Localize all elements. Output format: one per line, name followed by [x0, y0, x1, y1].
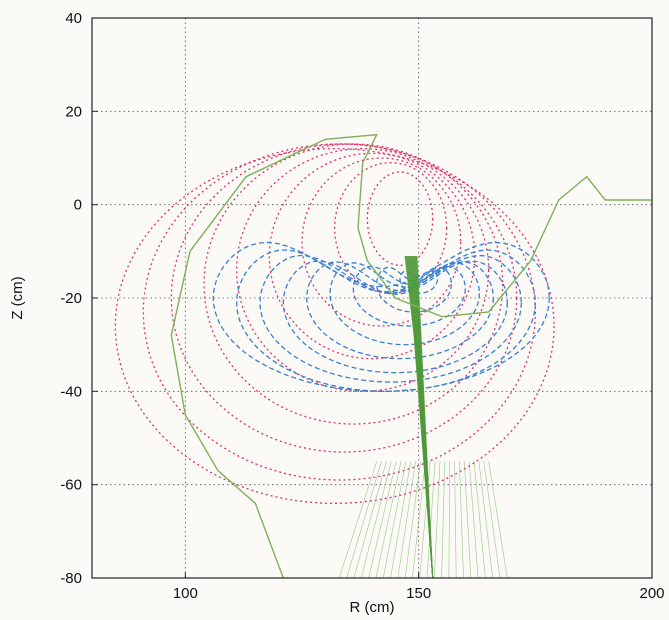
beam-ray — [412, 461, 426, 578]
y-tick-label: -40 — [60, 383, 82, 400]
beam-ray — [478, 461, 493, 578]
beam-ray — [353, 461, 387, 578]
y-tick-label: -20 — [60, 290, 82, 307]
beam-ray — [434, 461, 441, 578]
beam-ray — [448, 461, 451, 578]
kidney-contour — [376, 266, 452, 313]
flux-surface — [334, 162, 448, 294]
y-tick-label: 40 — [65, 10, 82, 27]
x-tick-labels: 100 150 200 — [173, 585, 665, 602]
kidney-contour — [212, 241, 550, 392]
beam-ray — [454, 461, 457, 578]
beam-ray — [441, 461, 446, 578]
beam-rays — [339, 255, 508, 578]
kidney-contours — [212, 241, 550, 392]
beam-ray — [468, 461, 479, 578]
beam-ray — [416, 255, 434, 578]
beam-ray — [339, 461, 377, 578]
y-tick-label: -80 — [60, 570, 82, 587]
beam-ray — [459, 461, 464, 578]
flux-surface — [236, 148, 490, 392]
beam-ray — [375, 461, 402, 578]
y-tick-label: -60 — [60, 477, 82, 494]
plot-frame — [91, 17, 653, 579]
wall-outline-line — [170, 133, 652, 578]
flux-surface — [366, 171, 434, 266]
x-tick-label: 100 — [173, 585, 198, 602]
plot-area — [114, 133, 652, 578]
kidney-contour — [352, 265, 466, 327]
beam-ray — [346, 461, 382, 578]
flux-surface — [142, 143, 536, 481]
beam-ray — [488, 461, 508, 578]
flux-surface — [203, 143, 504, 425]
flux-surface — [114, 148, 555, 504]
flux-surfaces — [114, 143, 555, 504]
beam-ray — [397, 461, 416, 578]
kidney-contour — [236, 249, 536, 392]
beam-ray — [404, 461, 421, 578]
beam-ray — [368, 461, 397, 578]
beam-ray — [390, 461, 412, 578]
x-tick-label: 150 — [406, 585, 431, 602]
kidney-contour — [259, 254, 522, 383]
y-tick-label: 20 — [65, 103, 82, 120]
wall-outline — [170, 133, 652, 578]
y-tick-label: 0 — [74, 197, 82, 214]
x-tick-label: 200 — [639, 585, 664, 602]
beam-ray — [360, 461, 392, 578]
flux-surface — [301, 157, 462, 327]
beam-ray — [464, 461, 472, 578]
beam-ray — [473, 461, 486, 578]
beam-ray — [483, 461, 501, 578]
beam-ray — [382, 461, 407, 578]
beam-ray — [426, 461, 436, 578]
flux-surface — [170, 143, 518, 453]
kidney-contour — [282, 260, 508, 374]
y-axis-label: Z (cm) — [9, 276, 26, 319]
kidney-contour — [399, 270, 438, 294]
y-tick-labels: -80 -60 -40 -20 0 20 40 — [60, 10, 82, 587]
x-axis-label: R (cm) — [350, 599, 395, 616]
